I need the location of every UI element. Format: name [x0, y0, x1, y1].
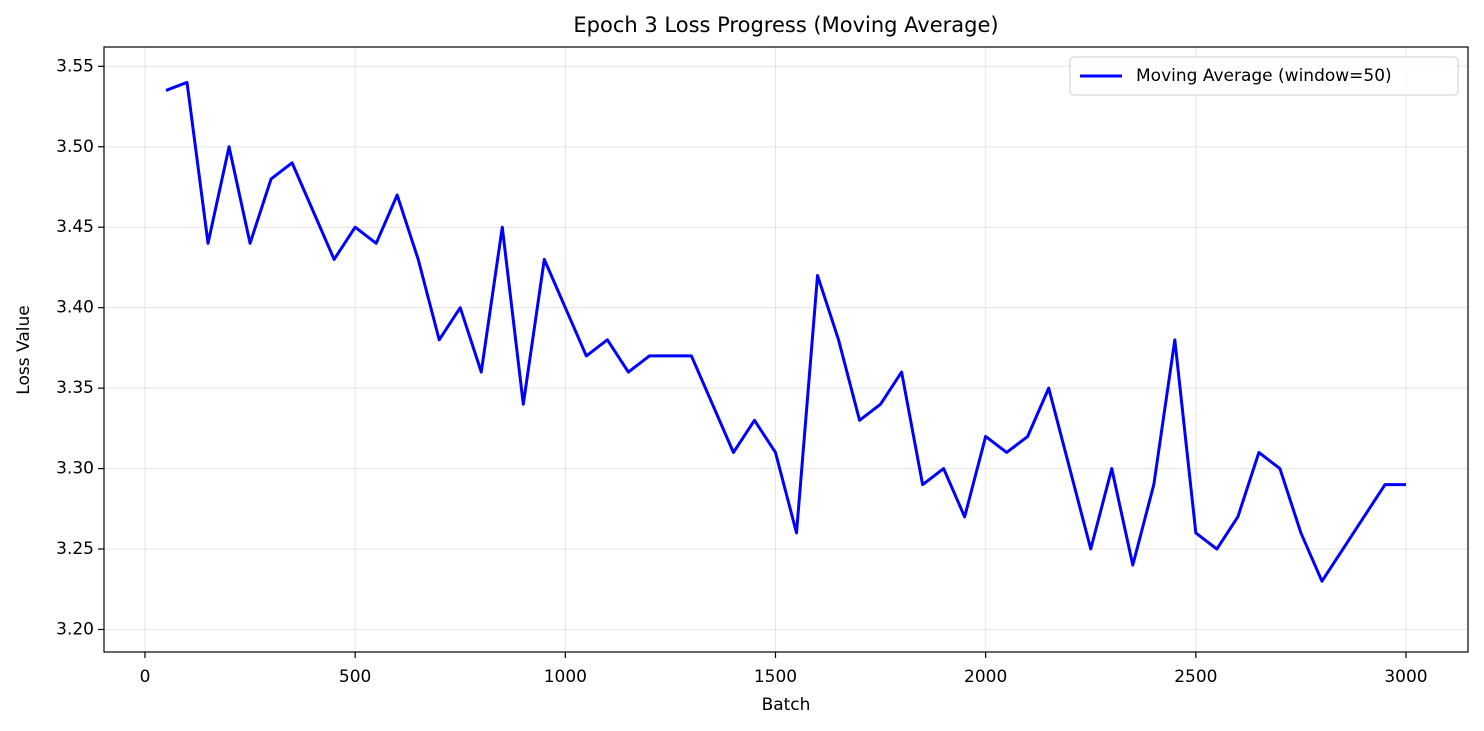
chart-title: Epoch 3 Loss Progress (Moving Average): [573, 13, 998, 37]
y-tick-label: 3.50: [56, 137, 94, 157]
y-tick-label: 3.40: [56, 298, 94, 318]
x-axis-label: Batch: [762, 695, 811, 715]
legend-box: [1069, 56, 1459, 96]
y-tick-label: 3.45: [56, 217, 94, 237]
data-line: [165, 80, 1406, 583]
y-tick-label: 3.55: [56, 56, 94, 76]
x-tick-label: 2000: [964, 667, 1007, 687]
y-tick-label: 3.25: [56, 539, 94, 559]
x-tick-label: 2500: [1174, 667, 1217, 687]
x-tick-label: 500: [339, 667, 371, 687]
x-tick-label: 1500: [754, 667, 797, 687]
plot-frame: [103, 46, 1469, 653]
y-tick-label: 3.30: [56, 459, 94, 479]
x-tick-label: 3000: [1384, 667, 1427, 687]
y-tick-label: 3.20: [56, 619, 94, 639]
y-axis-label: Loss Value: [14, 305, 34, 394]
x-tick-label: 1000: [544, 667, 587, 687]
x-tick-label: 0: [140, 667, 151, 687]
legend-label: Moving Average (window=50): [1136, 66, 1392, 86]
y-tick-label: 3.35: [56, 378, 94, 398]
